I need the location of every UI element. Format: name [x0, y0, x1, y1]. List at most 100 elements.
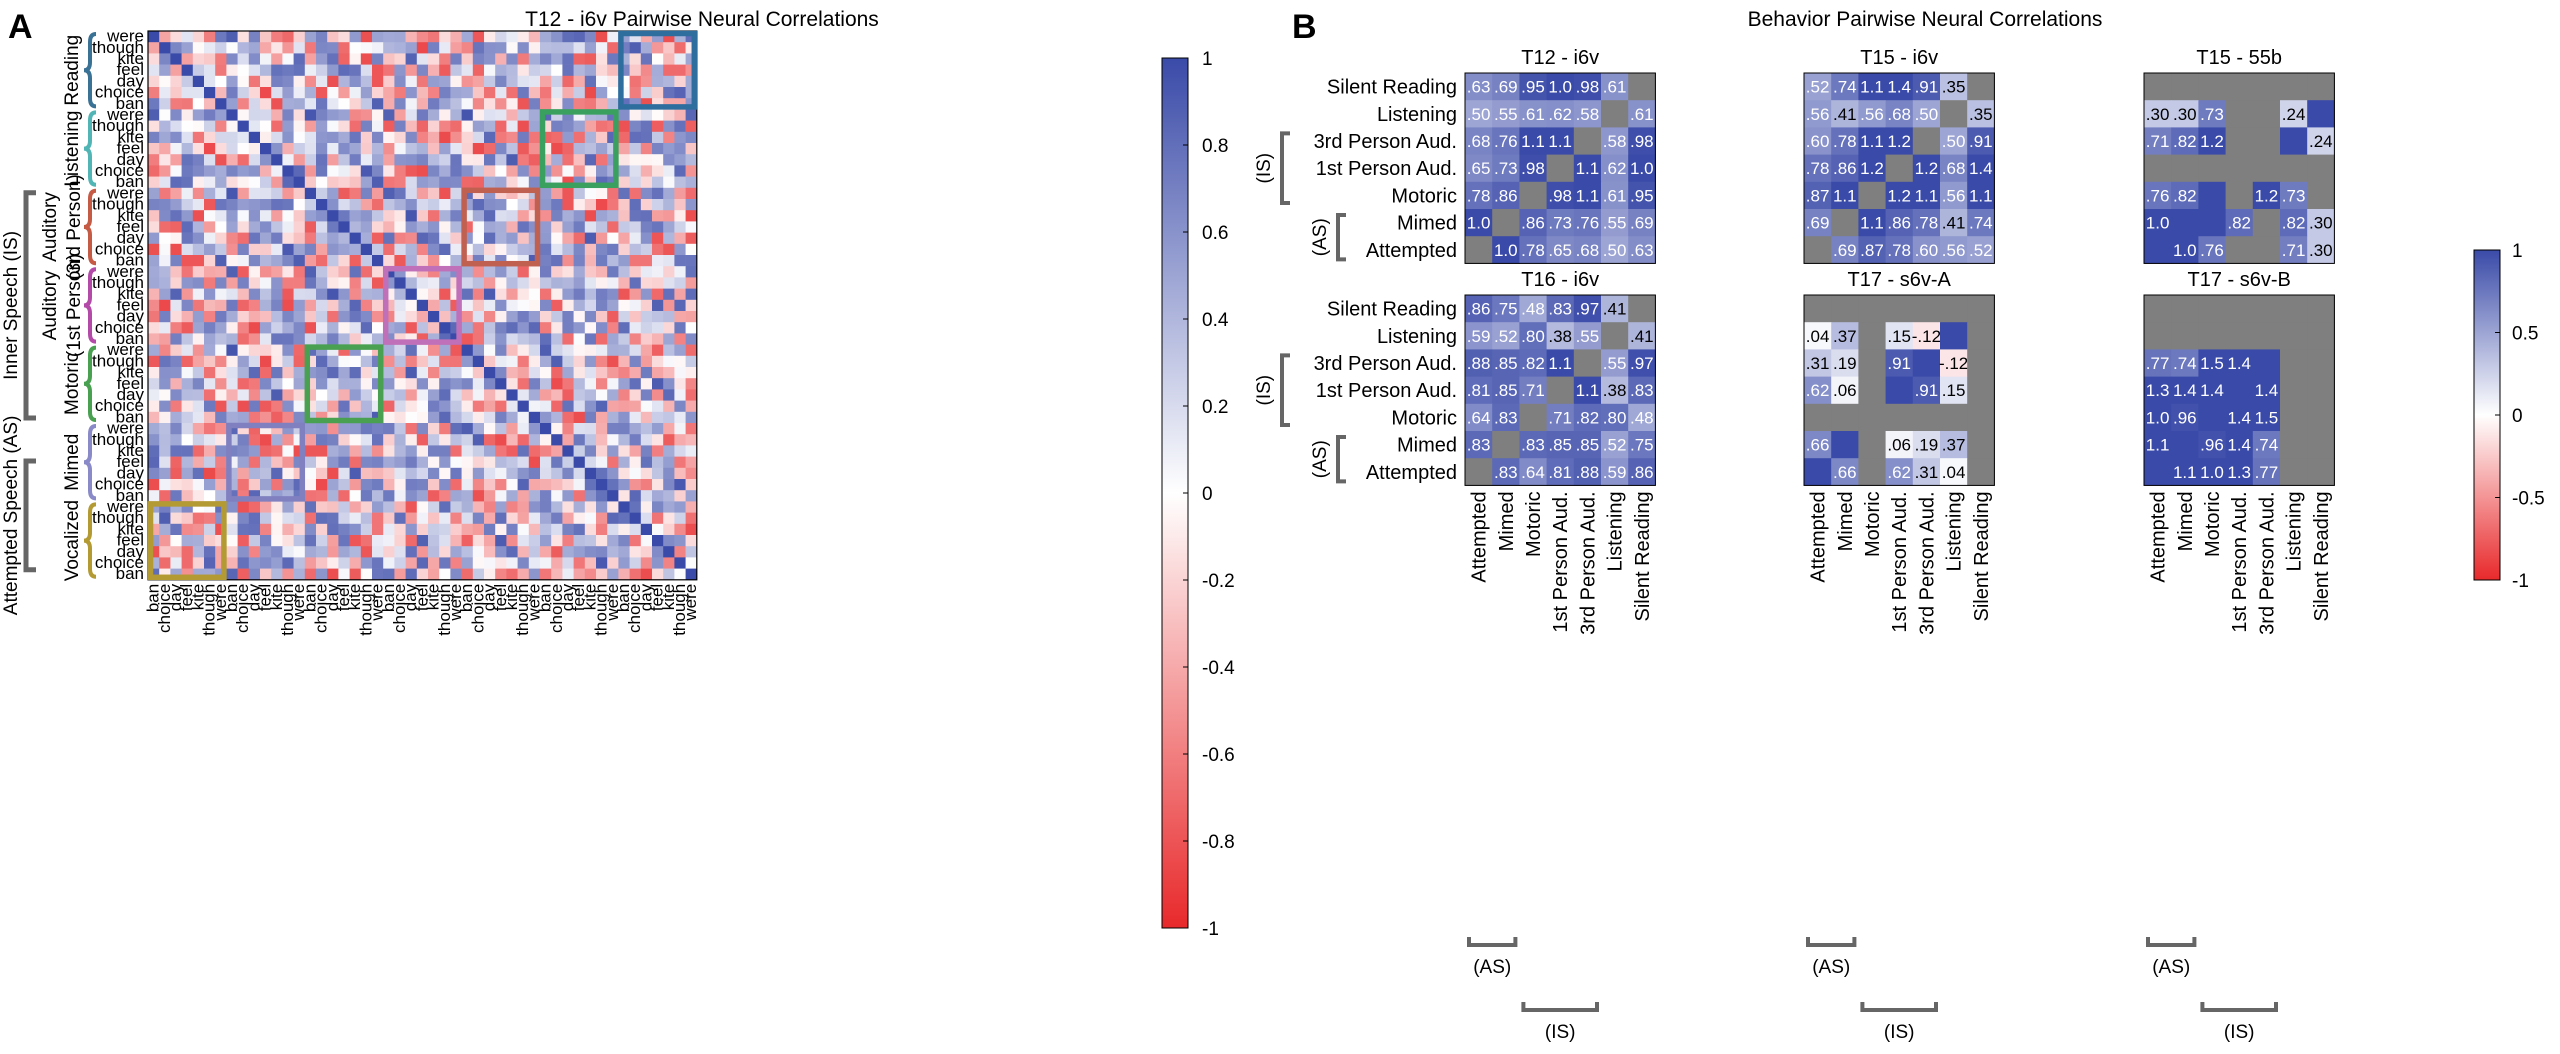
- matrix-cell: [1967, 154, 1995, 183]
- heatmap-cell: [327, 165, 339, 177]
- heatmap-cell: [293, 255, 306, 267]
- heatmap-cell: [562, 187, 574, 200]
- heatmap-cell: [159, 299, 171, 312]
- matrix-cell: [2171, 376, 2199, 405]
- heatmap-cell: [181, 42, 194, 54]
- matrix-cell: [1940, 349, 1968, 377]
- matrix-cell: [2225, 100, 2254, 128]
- heatmap-cell: [640, 355, 653, 368]
- heatmap-cell: [640, 378, 653, 390]
- heatmap-cell: [394, 143, 406, 155]
- heatmap-cell: [528, 501, 541, 513]
- matrix-cell: [2225, 73, 2254, 101]
- heatmap-cell: [517, 243, 530, 256]
- heatmap-cell: [215, 322, 227, 334]
- heatmap-cell: [596, 411, 608, 424]
- heatmap-cell: [282, 389, 294, 401]
- heatmap-cell: [495, 546, 507, 558]
- heatmap-cell: [629, 210, 642, 222]
- heatmap-cell: [573, 243, 586, 256]
- heatmap-cell: [685, 232, 698, 245]
- heatmap-cell: [562, 467, 574, 480]
- matrix-cell: [2144, 154, 2172, 183]
- heatmap-cell: [304, 210, 317, 222]
- heatmap-cell: [562, 210, 574, 222]
- heatmap-cell: [573, 367, 586, 379]
- heatmap-cell: [338, 64, 350, 77]
- heatmap-cell: [629, 501, 642, 513]
- matrix-cell: [1601, 181, 1629, 210]
- heatmap-cell: [640, 445, 653, 457]
- heatmap-cell: [192, 143, 205, 155]
- heatmap-cell: [439, 299, 451, 312]
- matrix-cell: [1858, 154, 1886, 183]
- heatmap-cell: [528, 98, 541, 110]
- subplot-title: T15 - 55b: [2196, 47, 2282, 69]
- matrix-cell: [2171, 181, 2199, 210]
- heatmap-cell: [260, 210, 272, 222]
- heatmap-cell: [349, 288, 362, 301]
- heatmap-cell: [652, 456, 664, 469]
- cell-value-label: .69: [1833, 241, 1857, 260]
- heatmap-cell: [316, 535, 328, 547]
- x-tick-label: kite: [424, 584, 443, 610]
- heatmap-cell: [159, 176, 171, 189]
- heatmap-cell: [506, 154, 518, 166]
- cell-value-label: 1.3: [2227, 463, 2251, 482]
- heatmap-cell: [383, 277, 395, 289]
- heatmap-cell: [405, 367, 418, 379]
- heatmap-cell: [652, 210, 664, 222]
- heatmap-cell: [674, 109, 686, 121]
- heatmap-cell: [293, 109, 306, 121]
- heatmap-cell: [405, 490, 418, 502]
- y-tick-label: choice: [95, 396, 144, 415]
- heatmap-cell: [484, 154, 496, 166]
- heatmap-cell: [327, 75, 339, 88]
- heatmap-cell: [640, 31, 653, 43]
- heatmap-cell: [618, 154, 630, 166]
- heatmap-cell: [506, 456, 518, 469]
- heatmap-cell: [170, 434, 182, 446]
- panel-b-title: Behavior Pairwise Neural Correlations: [1748, 8, 2103, 31]
- heatmap-cell: [652, 512, 664, 525]
- heatmap-cell: [416, 568, 429, 581]
- heatmap-cell: [506, 120, 518, 133]
- block-brace: [83, 267, 97, 344]
- heatmap-cell: [573, 288, 586, 301]
- heatmap-cell: [383, 546, 395, 558]
- heatmap-cell: [282, 255, 294, 267]
- heatmap-cell: [181, 378, 194, 390]
- cell-value-label: .62: [1548, 105, 1572, 124]
- heatmap-cell: [495, 243, 507, 256]
- heatmap-cell: [584, 467, 597, 480]
- heatmap-cell: [674, 535, 686, 547]
- matrix-cell: [1573, 209, 1602, 237]
- column-label: Motoric: [1862, 491, 1884, 557]
- y-tick-label: kite: [118, 284, 144, 303]
- heatmap-cell: [148, 131, 160, 144]
- diagonal-block-box: [304, 344, 384, 424]
- heatmap-cell: [562, 456, 574, 469]
- heatmap-cell: [327, 501, 339, 513]
- heatmap-cell: [405, 479, 418, 491]
- heatmap-cell: [428, 31, 440, 43]
- heatmap-cell: [148, 120, 160, 133]
- heatmap-cell: [372, 87, 384, 99]
- y-tick-label: kite: [118, 127, 144, 146]
- heatmap-cell: [170, 501, 182, 513]
- heatmap-cell: [428, 53, 440, 65]
- heatmap-cell: [551, 434, 563, 446]
- heatmap-cell: [416, 53, 429, 65]
- column-label: Attempted: [1469, 491, 1491, 582]
- heatmap-cell: [439, 523, 451, 536]
- heatmap-cell: [629, 288, 642, 301]
- heatmap-cell: [573, 333, 586, 345]
- heatmap-cell: [573, 411, 586, 424]
- heatmap-cell: [282, 423, 294, 435]
- heatmap-cell: [517, 64, 530, 77]
- matrix-cell: [1519, 349, 1547, 377]
- heatmap-cell: [338, 42, 350, 54]
- heatmap-cell: [237, 64, 250, 77]
- cell-value-label: .64: [1467, 408, 1491, 427]
- heatmap-cell: [226, 400, 238, 413]
